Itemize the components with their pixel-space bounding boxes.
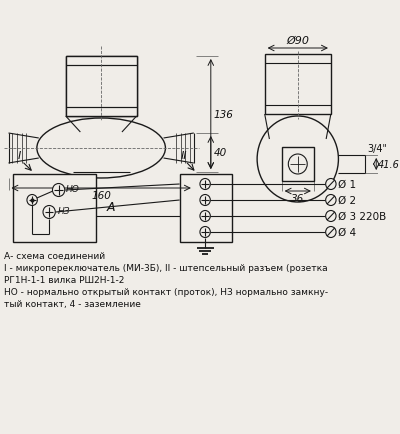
Text: А- схема соединений: А- схема соединений [4, 251, 105, 260]
Text: 40: 40 [214, 148, 227, 158]
Text: Ø 3 220В: Ø 3 220В [338, 211, 387, 221]
Bar [282, 148, 314, 181]
Text: НЗ: НЗ [58, 207, 70, 216]
Text: I: I [17, 151, 20, 161]
Bar [66, 57, 136, 117]
Text: РГ1Н-1-1 вилка РШ2Н-1-2: РГ1Н-1-1 вилка РШ2Н-1-2 [4, 275, 124, 284]
Text: A: A [106, 201, 115, 214]
Circle shape [200, 179, 210, 190]
Circle shape [326, 179, 336, 190]
Bar [66, 57, 136, 117]
Bar [180, 174, 232, 243]
Text: НО - нормально открытый контакт (проток), НЗ нормально замкну-: НО - нормально открытый контакт (проток)… [4, 287, 328, 296]
Text: II: II [181, 151, 188, 161]
Circle shape [326, 211, 336, 222]
Circle shape [200, 195, 210, 206]
Text: Ø 1: Ø 1 [338, 180, 356, 190]
Circle shape [52, 184, 65, 197]
Text: 160: 160 [91, 191, 111, 201]
Circle shape [43, 206, 55, 219]
Text: I - микропереключатель (МИ-3Б), II - штепсельный разъем (розетка: I - микропереключатель (МИ-3Б), II - ште… [4, 263, 328, 273]
Text: тый контакт, 4 - заземление: тый контакт, 4 - заземление [4, 299, 141, 308]
Circle shape [200, 211, 210, 222]
Text: 36: 36 [291, 194, 304, 204]
Ellipse shape [37, 119, 166, 178]
Text: Ø 4: Ø 4 [338, 227, 356, 237]
Bar [13, 174, 96, 243]
Circle shape [326, 227, 336, 238]
Text: НО: НО [66, 185, 80, 194]
Bar [265, 55, 331, 115]
Text: Ø 2: Ø 2 [338, 196, 356, 206]
Circle shape [326, 195, 336, 206]
Text: Ø90: Ø90 [286, 36, 309, 46]
Circle shape [200, 227, 210, 238]
Circle shape [288, 155, 307, 174]
Text: 136: 136 [214, 110, 234, 120]
Text: 3/4": 3/4" [368, 144, 388, 154]
Circle shape [27, 195, 37, 206]
Circle shape [257, 117, 338, 203]
Text: 41.6: 41.6 [378, 160, 400, 170]
